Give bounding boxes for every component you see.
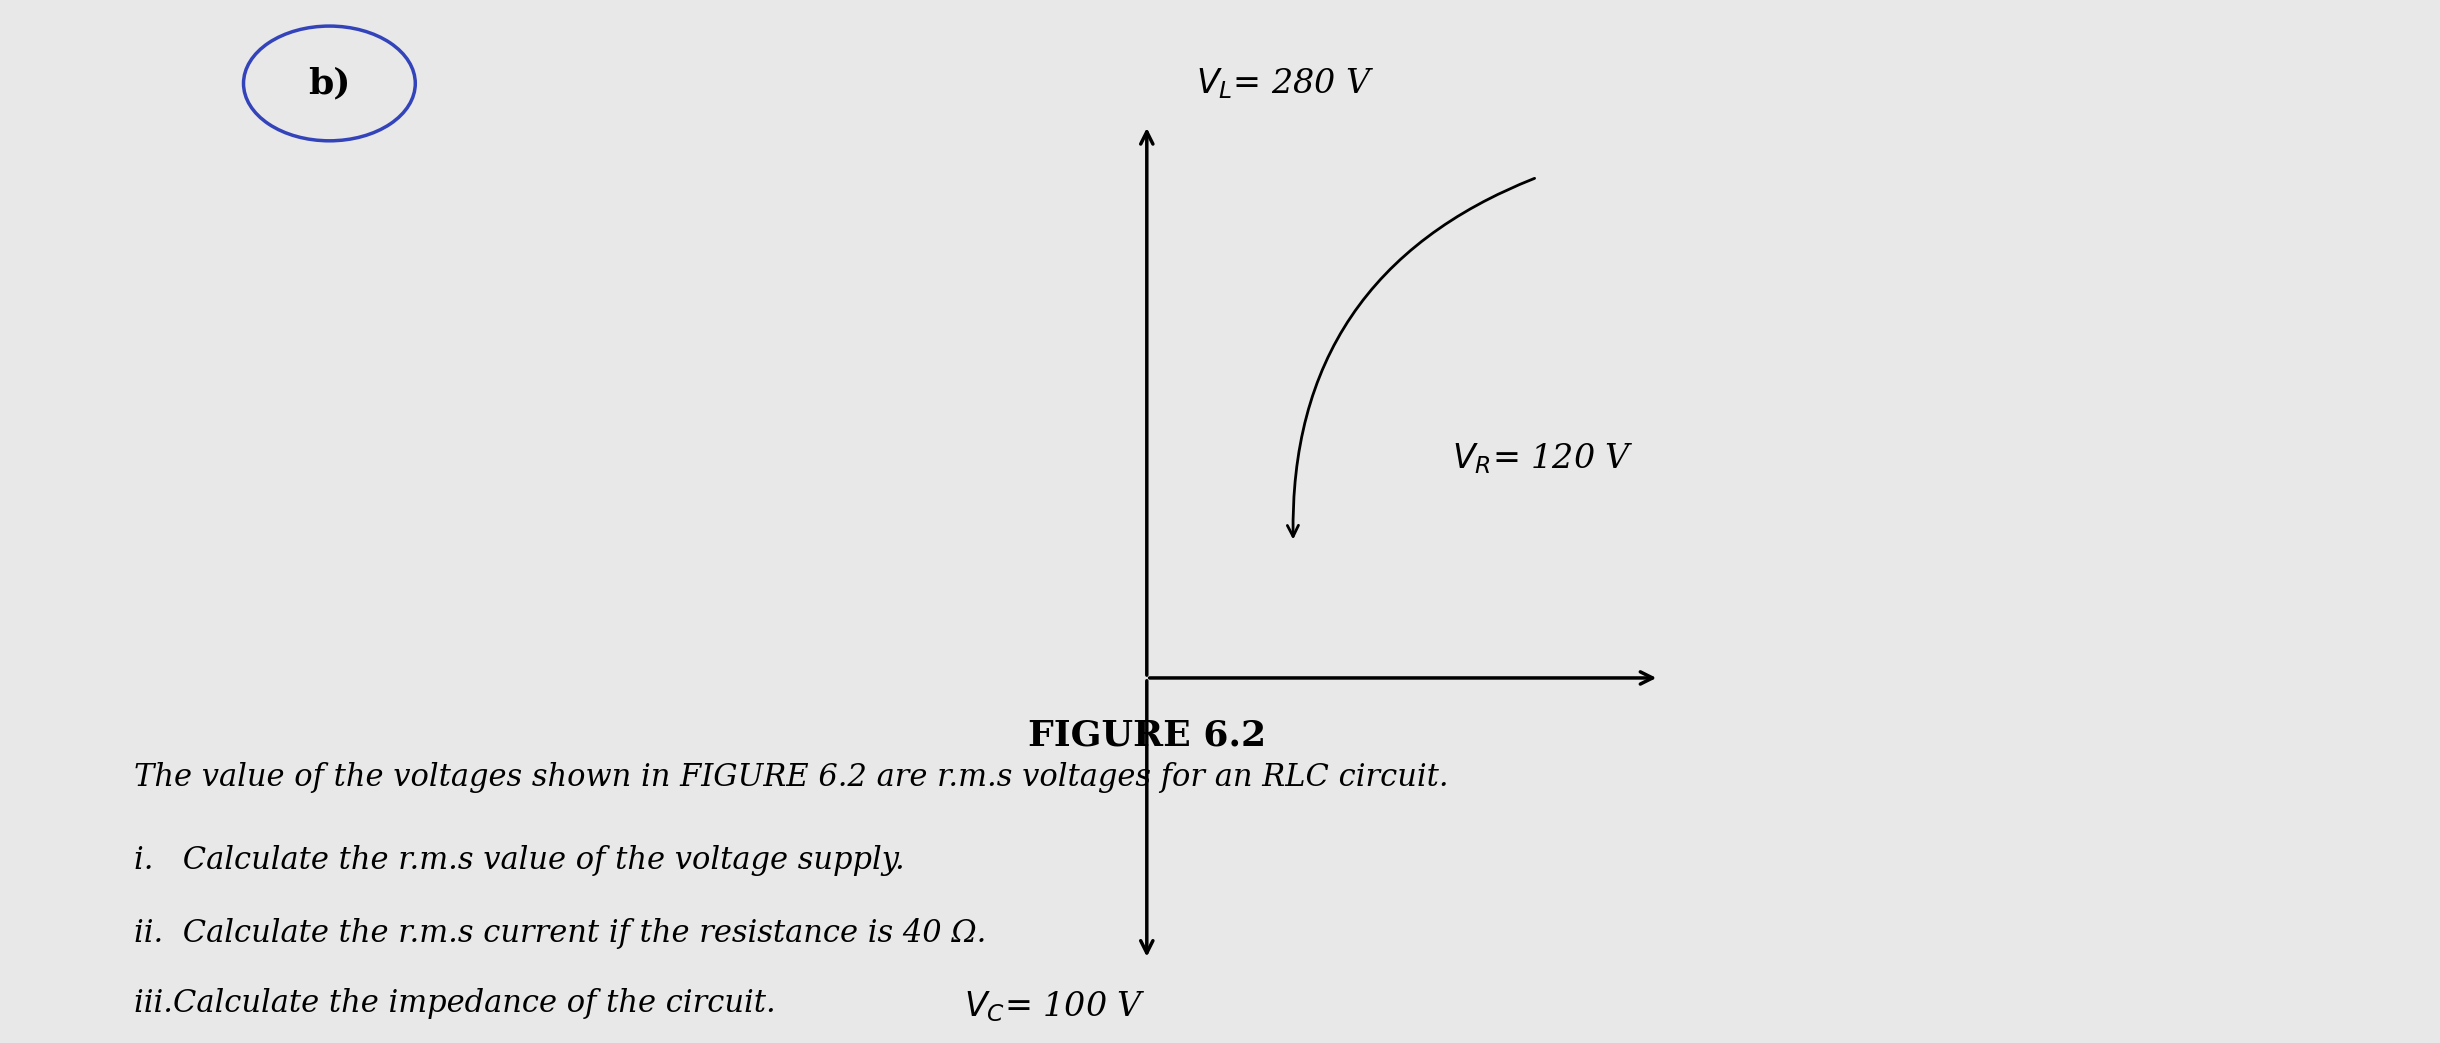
Text: $V_R$= 120 V: $V_R$= 120 V [1452,441,1635,477]
Text: b): b) [307,67,351,100]
Text: FIGURE 6.2: FIGURE 6.2 [1027,719,1266,752]
Text: $V_L$= 280 V: $V_L$= 280 V [1196,66,1374,101]
Text: ii.  Calculate the r.m.s current if the resistance is 40 Ω.: ii. Calculate the r.m.s current if the r… [134,918,986,949]
Text: i.   Calculate the r.m.s value of the voltage supply.: i. Calculate the r.m.s value of the volt… [134,845,905,876]
Text: $V_C$= 100 V: $V_C$= 100 V [964,989,1147,1024]
Text: The value of the voltages shown in FIGURE 6.2 are r.m.s voltages for an RLC circ: The value of the voltages shown in FIGUR… [134,761,1449,793]
Text: iii.Calculate the impedance of the circuit.: iii.Calculate the impedance of the circu… [134,988,776,1019]
